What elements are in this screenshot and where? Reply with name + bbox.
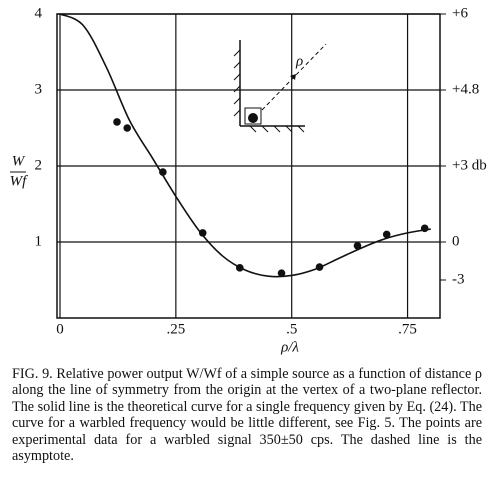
inset-label: ρ [295, 53, 303, 69]
x-tick-label: .25 [166, 321, 185, 337]
data-point [382, 230, 391, 239]
data-point [123, 124, 131, 132]
data-point [353, 242, 362, 250]
data-point [198, 229, 207, 237]
y-label: W [12, 153, 26, 169]
inset-diagram: ρ [233, 40, 327, 133]
right-tick-label: +4.8 [452, 81, 479, 97]
data-point [236, 264, 244, 272]
x-tick-label: .5 [286, 321, 297, 337]
y-tick-label: 4 [35, 5, 43, 21]
data-point [113, 118, 121, 126]
data-point [315, 263, 324, 271]
right-tick-label: +6 [452, 5, 468, 21]
data-point [159, 168, 167, 176]
right-tick-label: +3 db [452, 157, 487, 173]
x-tick-label: 0 [56, 321, 64, 337]
y-tick-label: 2 [35, 157, 43, 173]
y-tick-label: 1 [35, 233, 43, 249]
caption: FIG. 9. Relative power output W/Wf of a … [12, 366, 482, 465]
theory-curve [59, 13, 431, 278]
y-tick-label: 3 [35, 81, 43, 97]
y-label-denominator: Wf [10, 173, 28, 189]
right-tick-label: -3 [452, 271, 465, 287]
chart: W Wf ρ/λ ρ 1 2 3 4 0 .25 .5 .75 +6 +4.8 +3 db 0 -3 [10, 5, 487, 355]
data-point [420, 224, 429, 233]
data-point [277, 269, 286, 277]
right-tick-label: 0 [452, 233, 460, 249]
x-label: ρ/λ [280, 339, 299, 355]
x-tick-label: .75 [398, 321, 417, 337]
